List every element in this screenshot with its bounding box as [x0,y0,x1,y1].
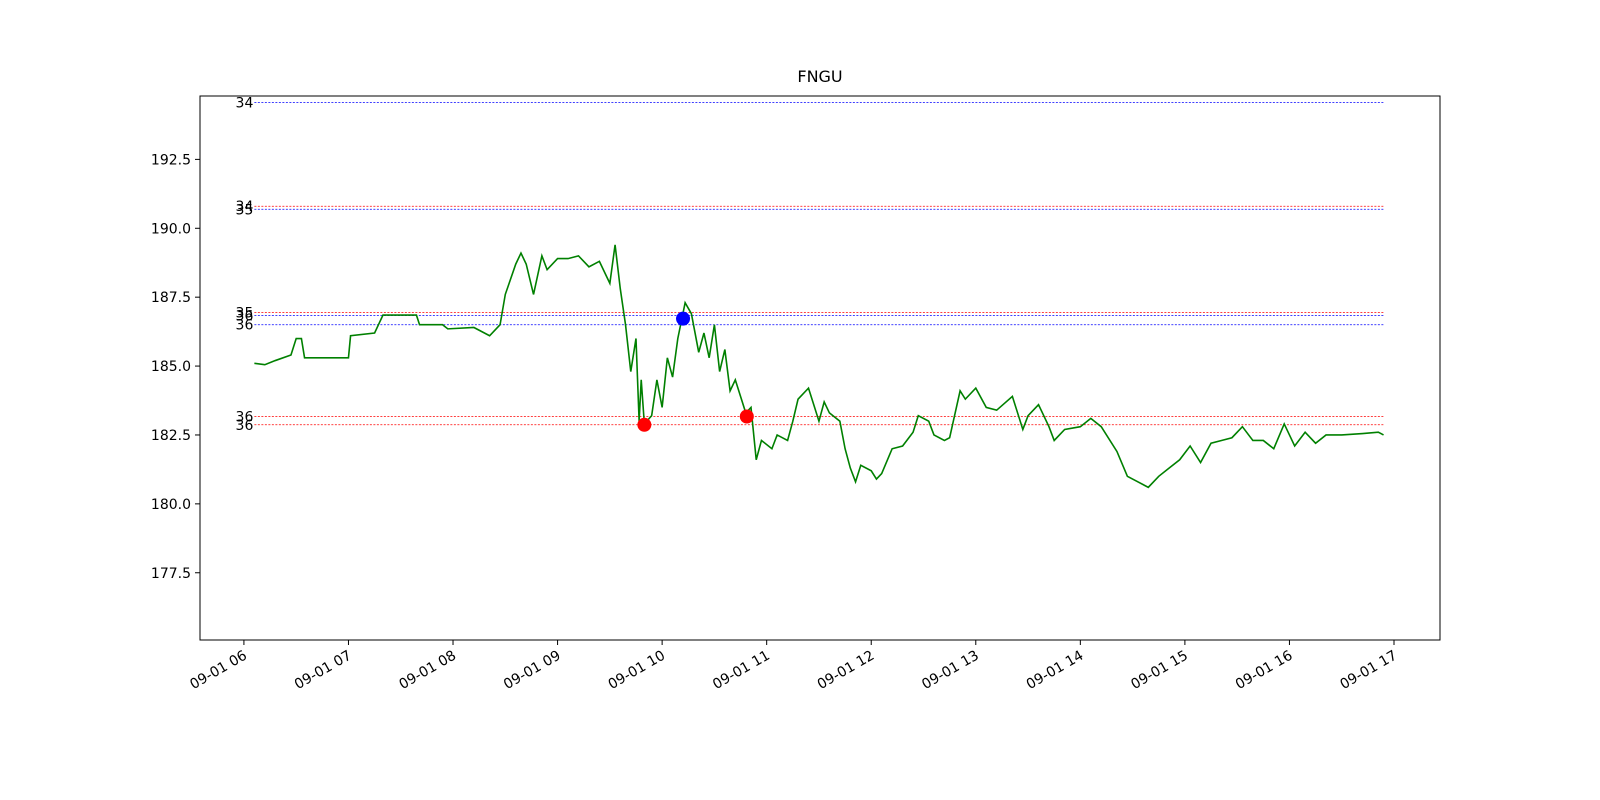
signal-marker [676,311,691,326]
plot-frame [199,95,1441,641]
signal-marker [637,417,652,432]
level-label: 34 [236,95,254,111]
level-label: 35 [236,202,254,218]
chart-title: FNGU [797,67,842,86]
signal-marker [739,409,754,424]
y-tick-label: 192.5 [151,152,191,168]
y-tick-label: 182.5 [151,428,191,444]
level-label: 34 [236,199,254,215]
price-line [254,244,1384,489]
y-tick-label: 180.0 [151,497,191,513]
y-tick-label: 177.5 [151,566,191,582]
y-tick-label: 187.5 [151,290,191,306]
y-tick-label: 185.0 [151,359,191,375]
level-label: 36 [236,309,254,325]
y-tick-label: 190.0 [151,221,191,237]
level-label: 36 [236,410,254,426]
level-label: 36 [236,418,254,434]
level-label: 35 [236,306,254,322]
level-label: 36 [236,318,254,334]
